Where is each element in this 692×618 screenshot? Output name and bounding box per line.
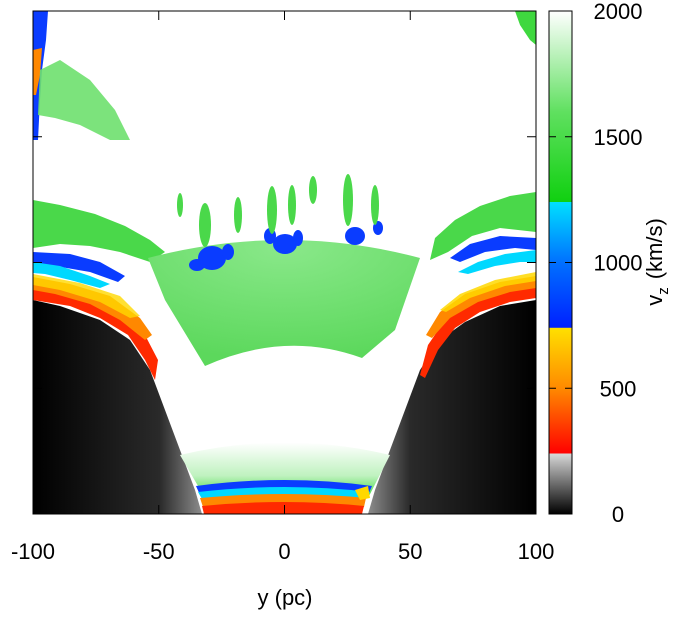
colorbar-title-sub: z xyxy=(655,287,672,295)
x-tick-label: 0 xyxy=(278,539,290,564)
x-tick-label: 100 xyxy=(518,539,555,564)
green-filament xyxy=(267,186,277,234)
blue-clump xyxy=(293,230,303,246)
colorbar-tick-label: 500 xyxy=(600,376,637,401)
left-dense-gas xyxy=(33,300,202,514)
green-filament xyxy=(309,176,317,204)
top-right-green xyxy=(515,11,536,45)
green-filaments xyxy=(177,174,379,247)
blue-clump xyxy=(345,227,365,245)
colorbar-ticks: 0 500 1000 1500 2000 xyxy=(549,0,642,527)
green-filament xyxy=(234,197,242,233)
top-left-jet-orange xyxy=(33,48,42,95)
lower-cyan-band xyxy=(198,487,370,499)
blue-clumps xyxy=(189,221,383,271)
blue-clump xyxy=(189,259,205,271)
green-filament xyxy=(288,185,296,225)
left-orange-layer xyxy=(33,277,152,340)
green-filament xyxy=(199,203,211,247)
colorbar-tick-label: 2000 xyxy=(594,0,643,24)
x-axis: -100 -50 0 50 100 xyxy=(11,11,554,564)
left-green-shoulder xyxy=(33,200,165,262)
x-axis-title: y (pc) xyxy=(258,585,313,610)
left-yellow-layer xyxy=(33,274,140,318)
central-green-shell xyxy=(148,240,420,366)
left-cyan-layer xyxy=(33,262,110,288)
colorbar-tick-label: 1500 xyxy=(594,125,643,150)
lower-yellow-spot xyxy=(355,486,370,500)
green-filament xyxy=(343,174,353,226)
colorbar-title: vz (km/s) xyxy=(642,218,672,306)
green-filament xyxy=(371,185,379,225)
right-cyan-layer xyxy=(458,250,536,274)
lower-red-band xyxy=(202,502,364,514)
green-filament xyxy=(177,193,183,217)
colorbar-title-unit: (km/s) xyxy=(642,218,667,279)
colorbar-title-var: v xyxy=(642,295,667,306)
x-tick-label: -100 xyxy=(11,539,55,564)
right-yellow-layer xyxy=(440,272,536,312)
colorbar-tick-label: 1000 xyxy=(594,251,643,276)
colorbar: 0 500 1000 1500 2000 vz (km/s) xyxy=(548,0,672,527)
top-left-green-wing xyxy=(38,60,130,140)
blue-clump xyxy=(222,244,234,260)
colorbar-tick-label: 0 xyxy=(612,502,624,527)
right-orange-layer xyxy=(426,276,536,338)
right-blue-layer xyxy=(450,236,536,262)
blue-clump xyxy=(198,246,226,270)
velocity-field-image xyxy=(33,11,536,514)
x-tick-label: 50 xyxy=(398,539,422,564)
right-green-shoulder xyxy=(430,192,536,260)
left-blue-layer xyxy=(33,252,125,282)
right-dense-gas xyxy=(368,300,536,514)
blue-clump xyxy=(273,234,297,254)
x-tick-label: -50 xyxy=(143,539,175,564)
